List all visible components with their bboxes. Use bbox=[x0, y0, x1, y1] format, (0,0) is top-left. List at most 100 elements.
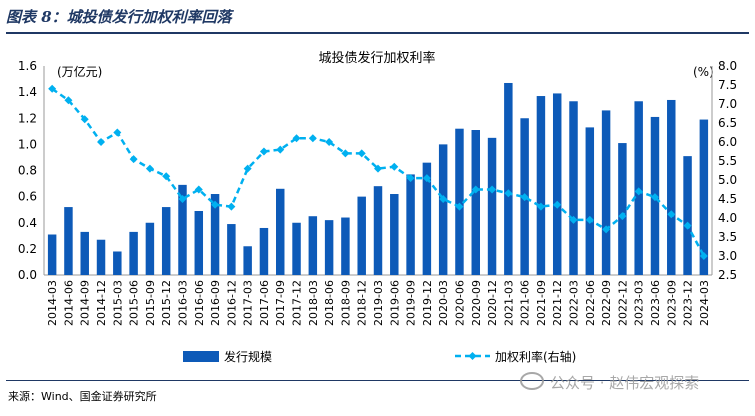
left-tick-label: 0.8 bbox=[18, 164, 37, 178]
bar bbox=[569, 101, 578, 275]
bar bbox=[227, 224, 236, 275]
x-tick-label: 2019-03 bbox=[372, 280, 385, 326]
x-tick-label: 2022-12 bbox=[616, 280, 629, 326]
x-tick-label: 2020-03 bbox=[437, 280, 450, 326]
right-axis-unit: (%) bbox=[693, 65, 714, 79]
bar bbox=[47, 234, 57, 275]
x-tick-label: 2018-12 bbox=[356, 280, 369, 326]
rate-point bbox=[422, 174, 431, 183]
right-tick-label: 3.0 bbox=[718, 249, 737, 263]
bar bbox=[471, 130, 480, 275]
x-tick-label: 2018-03 bbox=[307, 280, 320, 326]
rate-point bbox=[504, 189, 513, 198]
bar bbox=[455, 128, 464, 275]
rate-point bbox=[129, 155, 138, 164]
x-tick-label: 2022-03 bbox=[568, 280, 581, 326]
rate-point bbox=[585, 215, 594, 224]
left-tick-label: 1.6 bbox=[18, 59, 37, 73]
x-tick-label: 2024-03 bbox=[698, 280, 711, 326]
bar bbox=[292, 222, 301, 275]
rate-point bbox=[569, 215, 578, 224]
right-tick-label: 6.0 bbox=[718, 135, 737, 149]
x-tick-label: 2014-09 bbox=[79, 280, 92, 326]
rate-point bbox=[113, 128, 122, 137]
legend-bar-label: 发行规模 bbox=[224, 349, 272, 364]
bar bbox=[357, 196, 366, 275]
rate-point bbox=[211, 200, 220, 209]
x-tick-label: 2018-06 bbox=[323, 280, 336, 326]
left-tick-label: 1.2 bbox=[18, 111, 37, 125]
x-tick-label: 2021-06 bbox=[519, 280, 532, 326]
x-tick-label: 2022-09 bbox=[600, 280, 613, 326]
rate-point bbox=[162, 172, 171, 181]
x-tick-label: 2019-12 bbox=[421, 280, 434, 326]
bar bbox=[422, 162, 432, 275]
right-tick-label: 8.0 bbox=[718, 59, 737, 73]
rate-point bbox=[80, 115, 89, 124]
rate-point bbox=[536, 202, 545, 211]
right-tick-label: 4.5 bbox=[718, 192, 737, 206]
watermark: 公众号 · 赵伟宏观探索 bbox=[520, 372, 699, 393]
chart: 城投债发行加权利率 (万亿元) (%) 0.0 0.2 0.4 0.6 0.8 1.0 1.… bbox=[18, 50, 737, 364]
x-tick-label: 2023-12 bbox=[682, 280, 695, 326]
rate-point bbox=[650, 193, 659, 202]
rate-point bbox=[276, 145, 285, 154]
bar bbox=[276, 188, 285, 275]
x-tick-label: 2021-09 bbox=[535, 280, 548, 326]
x-tick-label: 2018-09 bbox=[339, 280, 352, 326]
bar bbox=[308, 216, 318, 275]
rate-point bbox=[553, 200, 562, 209]
rate-point bbox=[243, 164, 252, 173]
x-tick-label: 2023-06 bbox=[649, 280, 662, 326]
bar bbox=[210, 194, 220, 275]
bar bbox=[601, 110, 611, 275]
left-axis-unit: (万亿元) bbox=[57, 64, 102, 79]
chart-title: 城投债发行加权利率 bbox=[318, 50, 435, 66]
footer-rule bbox=[6, 380, 749, 381]
rate-point bbox=[390, 162, 399, 171]
rate-point bbox=[259, 147, 268, 156]
rate-point bbox=[618, 212, 627, 221]
bar bbox=[161, 207, 171, 275]
x-tick-label: 2014-06 bbox=[62, 280, 75, 326]
x-tick-label: 2019-06 bbox=[388, 280, 401, 326]
x-tick-label: 2021-03 bbox=[502, 280, 515, 326]
rate-point bbox=[699, 252, 708, 260]
bar bbox=[552, 93, 562, 276]
right-tick-label: 5.5 bbox=[718, 154, 737, 168]
rate-point bbox=[178, 195, 187, 203]
bar bbox=[373, 186, 383, 275]
rate-point bbox=[602, 225, 611, 234]
x-tick-label: 2015-12 bbox=[160, 280, 173, 326]
rate-point bbox=[227, 202, 236, 211]
bar bbox=[145, 222, 155, 275]
bar bbox=[406, 174, 415, 275]
rate-point bbox=[145, 164, 154, 173]
left-tick-label: 0.2 bbox=[18, 242, 37, 256]
bar bbox=[683, 156, 692, 275]
right-tick-label: 7.0 bbox=[718, 97, 737, 111]
x-tick-label: 2017-03 bbox=[242, 280, 255, 326]
watermark-text: 公众号 · 赵伟宏观探索 bbox=[550, 374, 700, 392]
x-tick-label: 2023-09 bbox=[665, 280, 678, 326]
source-note: 来源：Wind、国金证券研究所 bbox=[8, 390, 157, 403]
left-tick-label: 0.0 bbox=[18, 268, 37, 282]
rate-point bbox=[634, 187, 643, 196]
x-tick-label: 2014-03 bbox=[46, 280, 59, 326]
right-tick-label: 5.0 bbox=[718, 173, 737, 187]
x-tick-label: 2016-09 bbox=[209, 280, 222, 326]
rate-point bbox=[64, 96, 73, 105]
bar bbox=[113, 251, 122, 275]
right-tick-label: 6.5 bbox=[718, 116, 737, 130]
right-tick-label: 2.5 bbox=[718, 268, 737, 282]
bar bbox=[699, 119, 709, 276]
rate-point bbox=[48, 84, 57, 93]
wechat-icon bbox=[520, 372, 544, 390]
rate-point bbox=[471, 185, 480, 194]
x-tick-label: 2019-09 bbox=[405, 280, 418, 326]
rate-point bbox=[292, 134, 301, 143]
x-tick-label: 2014-12 bbox=[95, 280, 108, 326]
rate-point bbox=[325, 138, 334, 146]
legend-bar-swatch bbox=[183, 351, 219, 362]
x-tick-label: 2022-06 bbox=[584, 280, 597, 326]
